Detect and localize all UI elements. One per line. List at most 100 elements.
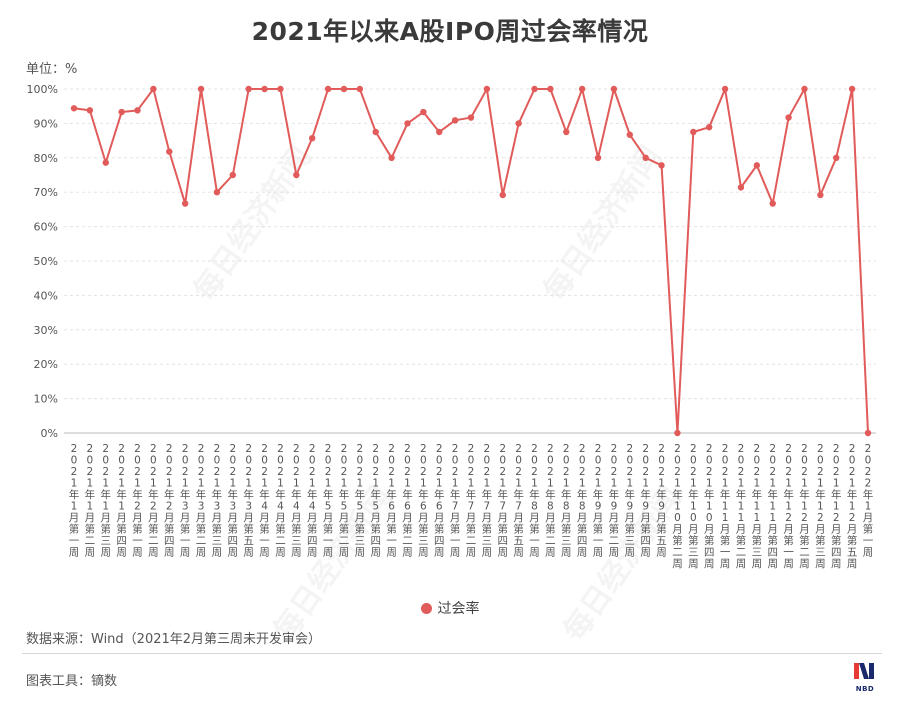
x-tick-label: 2 0 2 1 年 1 月第一周	[69, 443, 80, 559]
data-point	[610, 85, 618, 93]
data-point	[261, 85, 268, 93]
x-tick-label: 2 0 2 1 年 2 月第二周	[148, 443, 159, 559]
x-tick-label: 2 0 2 1 年 1 月第四周	[116, 443, 127, 559]
data-point	[245, 85, 252, 93]
x-tick-label: 2 0 2 1 年 4 月第一周	[259, 443, 270, 559]
data-point	[563, 128, 570, 136]
data-point	[674, 429, 681, 437]
data-point	[181, 200, 189, 207]
data-point	[658, 162, 665, 169]
x-tick-label: 2 0 2 1 年 1 2 月第三周	[815, 443, 826, 570]
data-point	[483, 85, 491, 93]
x-tick-label: 2 0 2 1 年 7 月第一周	[450, 443, 461, 559]
legend-label: 过会率	[437, 601, 480, 617]
x-tick-label: 2 0 2 1 年 4 月第二周	[275, 443, 286, 559]
y-tick-label: 70%	[34, 186, 58, 199]
nbd-logo-text: NBD	[855, 685, 875, 693]
data-point	[769, 200, 776, 207]
x-tick-label: 2 0 2 1 年 4 月第三周	[291, 443, 302, 559]
x-tick-label: 2 0 2 1 年 1 1 月第一周	[720, 443, 731, 570]
data-point	[70, 105, 78, 112]
data-point	[817, 191, 824, 199]
data-point	[436, 128, 443, 136]
data-point	[801, 85, 808, 93]
data-point	[848, 85, 856, 93]
data-point	[451, 117, 459, 124]
x-tick-label: 2 0 2 1 年 9 月第三周	[625, 443, 636, 559]
nbd-logo-icon	[854, 663, 874, 679]
x-tick-label: 2 0 2 1 年 6 月第二周	[402, 443, 413, 559]
x-tick-label: 2 0 2 1 年 6 月第一周	[386, 443, 397, 559]
unit-label: 单位：%	[26, 62, 78, 77]
x-tick-label: 2 0 2 1 年 1 月第二周	[85, 443, 96, 559]
data-point	[642, 154, 649, 161]
data-point	[372, 128, 379, 136]
x-tick-label: 2 0 2 1 年 1 1 月第二周	[736, 443, 747, 570]
x-tick-label: 2 0 2 1 年 7 月第四周	[498, 443, 509, 559]
x-tick-label: 2 0 2 1 年 9 月第五周	[656, 443, 667, 559]
y-tick-label: 40%	[34, 289, 58, 302]
data-point	[864, 429, 872, 437]
x-tick-label: 2 0 2 1 年 3 月第四周	[228, 443, 239, 559]
data-point	[324, 85, 332, 93]
data-point	[467, 114, 475, 121]
y-tick-label: 90%	[34, 117, 58, 130]
y-tick-label: 60%	[34, 221, 58, 234]
x-tick-label: 2 0 2 1 年 2 月第四周	[164, 443, 175, 559]
data-point	[721, 85, 729, 93]
data-point	[531, 85, 538, 93]
x-tick-label: 2 0 2 1 年 5 月第二周	[339, 443, 350, 559]
data-point	[293, 171, 300, 179]
data-point	[166, 148, 173, 155]
x-tick-label: 2 0 2 1 年 6 月第四周	[434, 443, 445, 559]
x-tick-label: 2 0 2 1 年 7 月第二周	[466, 443, 477, 559]
x-tick-label: 2 0 2 1 年 7 月第三周	[482, 443, 493, 559]
data-point	[499, 191, 506, 199]
data-point	[86, 107, 94, 114]
data-point	[309, 134, 316, 142]
x-tick-label: 2 0 2 1 年 6 月第三周	[418, 443, 429, 559]
x-tick-label: 2 0 2 1 年 1 2 月第二周	[799, 443, 810, 570]
x-tick-label: 2 0 2 1 年 1 2 月第五周	[847, 443, 858, 570]
data-point	[340, 85, 348, 93]
y-tick-label: 10%	[34, 393, 58, 406]
x-tick-label: 2 0 2 1 年 8 月第三周	[561, 443, 572, 559]
x-tick-label: 2 0 2 1 年 1 0 月第三周	[688, 443, 699, 570]
data-point	[118, 108, 125, 116]
data-point	[277, 85, 284, 93]
x-tick-label: 2 0 2 1 年 3 月第五周	[243, 443, 254, 559]
x-tick-label: 2 0 2 1 年 5 月第四周	[370, 443, 381, 559]
data-point	[578, 85, 586, 93]
data-point	[229, 171, 236, 179]
data-point	[594, 154, 602, 161]
chart-title: 2021年以来A股IPO周过会率情况	[251, 17, 649, 46]
y-tick-label: 50%	[34, 255, 58, 268]
legend-marker	[420, 603, 432, 614]
x-tick-label: 2 0 2 1 年 1 0 月第二周	[672, 443, 683, 570]
data-point	[753, 162, 761, 169]
data-point	[197, 85, 205, 93]
y-tick-label: 100%	[27, 83, 58, 96]
y-tick-label: 0%	[41, 427, 58, 440]
data-point	[404, 120, 411, 127]
x-tick-label: 2 0 2 1 年 3 月第二周	[196, 443, 207, 559]
x-tick-label: 2 0 2 2 年 1 月第一周	[863, 443, 874, 559]
x-tick-label: 2 0 2 1 年 9 月第一周	[593, 443, 604, 559]
data-point	[356, 85, 364, 93]
x-tick-label: 2 0 2 1 年 5 月第一周	[323, 443, 334, 559]
x-tick-label: 2 0 2 1 年 1 1 月第四周	[767, 443, 778, 570]
x-tick-label: 2 0 2 1 年 1 0 月第四周	[704, 443, 715, 570]
x-tick-label: 2 0 2 1 年 7 月第五周	[513, 443, 524, 559]
x-tick-label: 2 0 2 1 年 8 月第一周	[529, 443, 540, 559]
chart-tool-note: 图表工具：镝数	[26, 674, 118, 689]
x-tick-label: 2 0 2 1 年 9 月第四周	[640, 443, 651, 559]
data-point	[134, 107, 141, 114]
x-tick-label: 2 0 2 1 年 4 月第四周	[307, 443, 318, 559]
source-note: 数据来源：Wind（2021年2月第三周未开发审会）	[26, 632, 322, 647]
data-point	[690, 128, 697, 136]
x-tick-label: 2 0 2 1 年 8 月第四周	[577, 443, 588, 559]
x-tick-label: 2 0 2 1 年 1 1 月第三周	[752, 443, 763, 570]
nbd-logo: NBD	[852, 662, 878, 693]
x-tick-label: 2 0 2 1 年 1 2 月第一周	[783, 443, 794, 570]
data-point	[626, 131, 633, 138]
